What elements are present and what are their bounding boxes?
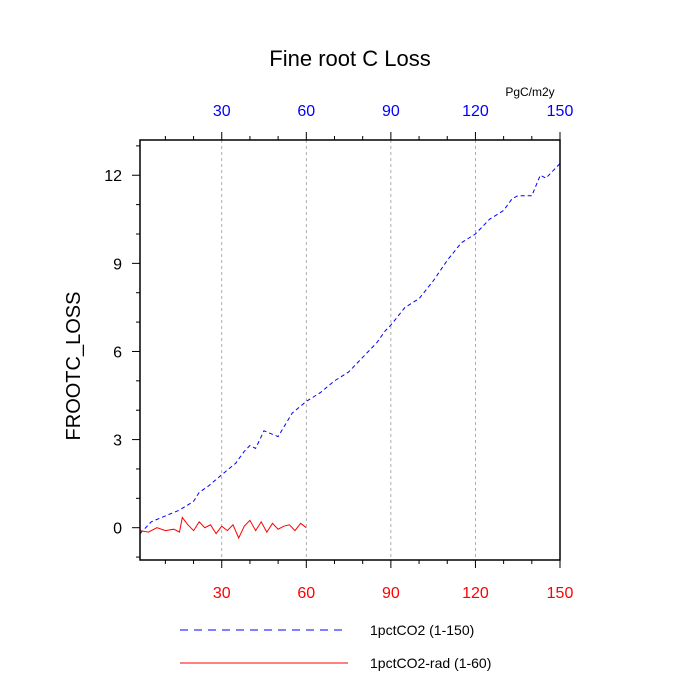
- plot-frame: [139, 139, 561, 561]
- legend-label-2: 1pctCO2-rad (1-60): [370, 655, 491, 671]
- x-top-tick-label: 120: [462, 103, 489, 120]
- x-top-tick-label: 90: [382, 103, 400, 120]
- x-tick-label: 90: [382, 585, 400, 602]
- chart-title: Fine root C Loss: [269, 46, 430, 71]
- x-tick-label: 60: [297, 585, 315, 602]
- y-tick-label: 0: [113, 521, 122, 538]
- y-axis-label: FROOTC_LOSS: [63, 292, 85, 441]
- y-tick-label: 6: [113, 344, 122, 361]
- x-top-tick-label: 60: [297, 103, 315, 120]
- y-tick-label: 3: [113, 433, 122, 450]
- y-tick-label: 12: [104, 168, 122, 185]
- x-tick-label: 120: [462, 585, 489, 602]
- units-label: PgC/m2y: [505, 85, 554, 99]
- x-top-tick-label: 30: [213, 103, 231, 120]
- x-tick-label: 150: [547, 585, 574, 602]
- x-top-tick-label: 150: [547, 103, 574, 120]
- series-layer: [139, 163, 561, 540]
- series-line-1: [139, 163, 561, 534]
- axis-ticks: 30 30 60 60 90 90 120 120 150 150 0 3 6 9 12: [104, 103, 573, 602]
- y-tick-label: 9: [113, 256, 122, 273]
- legend: 1pctCO2 (1-150) 1pctCO2-rad (1-60): [180, 622, 491, 671]
- x-tick-label: 30: [213, 585, 231, 602]
- series-line-2: [139, 516, 307, 540]
- grid-lines: [221, 140, 476, 560]
- legend-label-1: 1pctCO2 (1-150): [370, 622, 474, 638]
